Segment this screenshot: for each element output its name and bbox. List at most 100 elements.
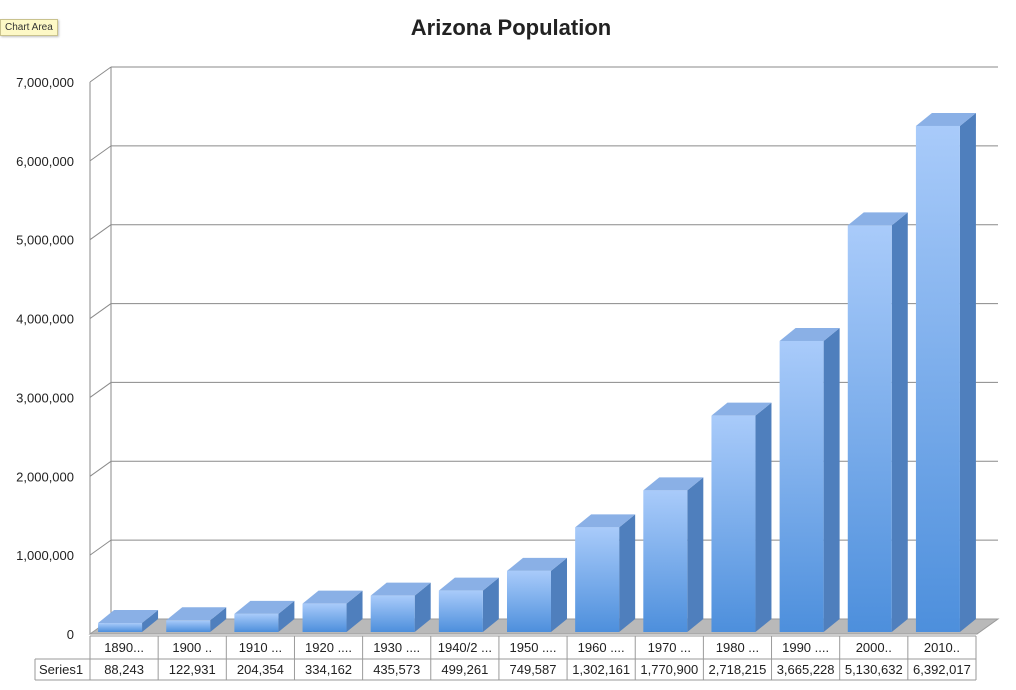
bar	[438, 577, 499, 632]
bar-front	[370, 595, 415, 632]
x-category-label: 2010..	[924, 640, 960, 655]
bar	[302, 590, 363, 632]
bar-side	[891, 212, 908, 632]
bar-top	[98, 610, 159, 624]
bar	[643, 477, 704, 632]
data-label: 499,261	[441, 662, 488, 677]
bar-front	[643, 490, 688, 632]
x-category-label: 1990 ....	[782, 640, 829, 655]
bar-top	[575, 514, 636, 528]
series-legend-label: Series1	[39, 662, 83, 677]
bar-side	[619, 514, 636, 632]
bar-side	[755, 402, 772, 632]
gridline-side	[89, 539, 112, 556]
data-label: 88,243	[104, 662, 144, 677]
bar-side	[823, 327, 840, 632]
x-category-label: 1960 ....	[578, 640, 625, 655]
bar-front	[98, 623, 143, 632]
y-tick-label: 3,000,000	[16, 390, 74, 405]
gridline-side	[89, 66, 112, 83]
gridline-side	[89, 224, 112, 241]
data-label: 204,354	[237, 662, 284, 677]
bar-front	[302, 603, 347, 632]
bar-top	[302, 590, 363, 604]
bar-side	[210, 607, 227, 632]
bar-side	[551, 557, 567, 632]
bar-top	[370, 582, 431, 596]
y-tick-label: 5,000,000	[16, 233, 74, 248]
gridline-side	[89, 145, 112, 162]
data-label: 122,931	[169, 662, 216, 677]
bar-top	[166, 607, 227, 621]
gridline-side	[89, 460, 112, 477]
bar-side	[278, 600, 295, 632]
bar-top	[438, 577, 499, 591]
chart-title: Arizona Population	[411, 15, 611, 40]
bar-side	[142, 610, 159, 632]
bar	[575, 514, 636, 632]
bar	[915, 112, 976, 633]
y-axis-ticks: 0 1,000,000 2,000,000 3,000,000 4,000,000 5,0…	[16, 75, 74, 642]
bar	[98, 610, 159, 632]
y-tick-label: 7,000,000	[16, 75, 74, 90]
data-label: 749,587	[510, 662, 557, 677]
x-category-label: 1940/2 ...	[438, 640, 492, 655]
y-tick-label: 2,000,000	[16, 469, 74, 484]
bar-top	[779, 327, 840, 341]
x-category-label: 1920 ....	[305, 640, 352, 655]
data-label: 1,302,161	[572, 662, 630, 677]
data-label: 1,770,900	[640, 662, 698, 677]
gridline-side	[89, 382, 112, 398]
bar-top	[847, 212, 908, 226]
x-category-label: 1900 ..	[172, 640, 212, 655]
data-table: Series1 1890... 88,243 1900 .. 122,931 1910 .…	[34, 635, 977, 681]
bar-front	[575, 527, 620, 632]
x-category-label: 1970 ...	[648, 640, 691, 655]
data-label: 5,130,632	[845, 662, 903, 677]
y-tick-label: 0	[67, 627, 74, 642]
bar-front	[507, 570, 551, 632]
x-category-label: 1890...	[104, 640, 144, 655]
bar-top	[711, 402, 772, 416]
bar	[234, 600, 295, 632]
data-label: 2,718,215	[709, 662, 767, 677]
bar-top	[643, 477, 704, 491]
bar-front	[779, 340, 824, 632]
bars	[98, 112, 976, 633]
y-tick-label: 6,000,000	[16, 154, 74, 169]
bar	[507, 557, 567, 632]
x-category-label: 2000..	[856, 640, 892, 655]
data-label: 435,573	[373, 662, 420, 677]
bar-front	[166, 620, 211, 632]
bar-side	[482, 577, 499, 632]
bar-side	[687, 477, 704, 632]
x-category-label: 1950 ....	[510, 640, 557, 655]
bar-side	[959, 112, 976, 633]
bar-front	[234, 613, 279, 632]
x-category-label: 1910 ...	[239, 640, 282, 655]
bar	[166, 607, 227, 632]
bar	[370, 582, 431, 632]
bar	[779, 327, 840, 632]
gridline-side	[89, 303, 112, 319]
bar	[711, 402, 772, 632]
bar-front	[711, 415, 756, 632]
chart-area-tooltip: Chart Area	[0, 19, 58, 36]
bar	[847, 212, 908, 632]
bar-top	[915, 112, 976, 126]
bar-top	[507, 557, 567, 571]
x-category-label: 1930 ....	[373, 640, 420, 655]
y-tick-label: 4,000,000	[16, 312, 74, 327]
x-category-label: 1980 ...	[716, 640, 759, 655]
bar-side	[346, 590, 363, 632]
bar-front	[915, 125, 960, 633]
data-label: 3,665,228	[777, 662, 835, 677]
bar-front	[847, 225, 892, 632]
data-label: 334,162	[305, 662, 352, 677]
data-label: 6,392,017	[913, 662, 971, 677]
bar-top	[234, 600, 295, 614]
bar-front	[438, 590, 483, 632]
bar-side	[414, 582, 431, 632]
y-tick-label: 1,000,000	[16, 548, 74, 563]
